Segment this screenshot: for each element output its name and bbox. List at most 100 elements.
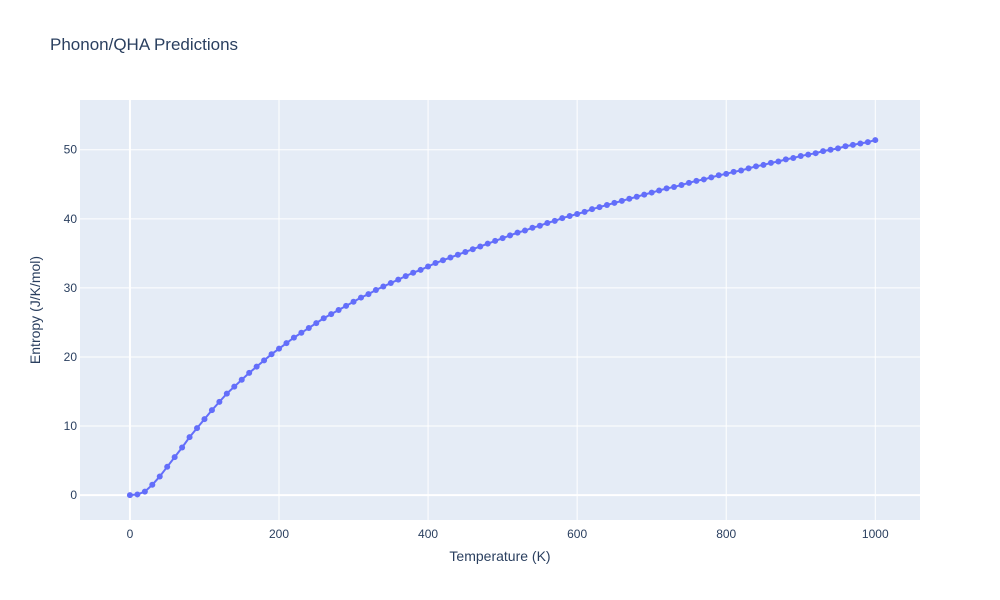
data-point[interactable] <box>253 363 260 370</box>
data-point[interactable] <box>812 150 819 157</box>
data-point[interactable] <box>223 390 230 397</box>
data-point[interactable] <box>775 158 782 165</box>
data-point[interactable] <box>693 177 700 184</box>
data-point[interactable] <box>484 240 491 247</box>
data-point[interactable] <box>395 276 402 283</box>
data-point[interactable] <box>447 254 454 261</box>
data-point[interactable] <box>402 273 409 280</box>
data-point[interactable] <box>350 298 357 305</box>
data-point[interactable] <box>380 283 387 290</box>
data-point[interactable] <box>134 491 141 498</box>
data-point[interactable] <box>805 151 812 158</box>
data-point[interactable] <box>671 184 678 191</box>
data-point[interactable] <box>678 181 685 188</box>
data-point[interactable] <box>171 454 178 461</box>
data-point[interactable] <box>857 140 864 147</box>
data-point[interactable] <box>469 246 476 253</box>
data-point[interactable] <box>208 407 215 414</box>
data-point[interactable] <box>596 204 603 211</box>
data-point[interactable] <box>276 345 283 352</box>
data-point[interactable] <box>462 248 469 255</box>
data-point[interactable] <box>618 197 625 204</box>
data-point[interactable] <box>656 187 663 194</box>
data-point[interactable] <box>872 137 879 144</box>
data-point[interactable] <box>581 208 588 215</box>
data-point[interactable] <box>566 213 573 220</box>
data-point[interactable] <box>738 167 745 174</box>
data-point[interactable] <box>425 263 432 270</box>
data-point[interactable] <box>141 488 148 495</box>
data-point[interactable] <box>238 376 245 383</box>
data-point[interactable] <box>574 210 581 217</box>
data-point[interactable] <box>320 315 327 322</box>
data-point[interactable] <box>849 141 856 148</box>
data-point[interactable] <box>760 161 767 168</box>
data-point[interactable] <box>820 148 827 155</box>
data-point[interactable] <box>372 286 379 293</box>
data-point[interactable] <box>551 217 558 224</box>
data-point[interactable] <box>536 222 543 229</box>
data-point[interactable] <box>268 351 275 358</box>
data-point[interactable] <box>290 334 297 341</box>
data-point[interactable] <box>641 191 648 198</box>
data-point[interactable] <box>782 156 789 163</box>
data-point[interactable] <box>246 369 253 376</box>
data-point[interactable] <box>313 320 320 327</box>
data-point[interactable] <box>521 227 528 234</box>
data-point[interactable] <box>529 224 536 231</box>
data-point[interactable] <box>261 357 268 364</box>
data-point[interactable] <box>365 291 372 298</box>
data-point[interactable] <box>708 174 715 181</box>
data-point[interactable] <box>514 229 521 236</box>
data-point[interactable] <box>633 193 640 200</box>
data-point[interactable] <box>790 155 797 162</box>
data-point[interactable] <box>417 266 424 273</box>
data-point[interactable] <box>201 416 208 423</box>
data-point[interactable] <box>544 219 551 226</box>
data-point[interactable] <box>753 163 760 170</box>
data-point[interactable] <box>700 176 707 183</box>
data-point[interactable] <box>715 172 722 179</box>
data-point[interactable] <box>611 199 618 206</box>
data-point[interactable] <box>357 294 364 301</box>
data-point[interactable] <box>745 165 752 172</box>
data-point[interactable] <box>492 237 499 244</box>
data-point[interactable] <box>626 195 633 202</box>
data-point[interactable] <box>335 307 342 313</box>
data-point[interactable] <box>864 139 871 146</box>
data-point[interactable] <box>164 463 171 470</box>
data-point[interactable] <box>194 425 201 432</box>
data-point[interactable] <box>283 340 290 347</box>
data-point[interactable] <box>663 185 670 192</box>
data-point[interactable] <box>827 146 834 153</box>
data-point[interactable] <box>507 232 514 239</box>
data-point[interactable] <box>231 383 238 390</box>
data-point[interactable] <box>835 145 842 152</box>
data-point[interactable] <box>126 492 133 499</box>
data-point[interactable] <box>298 329 305 336</box>
data-point[interactable] <box>589 206 596 213</box>
data-point[interactable] <box>499 235 506 242</box>
data-point[interactable] <box>305 324 312 331</box>
data-point[interactable] <box>186 434 193 441</box>
data-point[interactable] <box>439 257 446 264</box>
data-point[interactable] <box>797 152 804 159</box>
data-point[interactable] <box>477 243 484 250</box>
data-point[interactable] <box>149 481 156 488</box>
data-point[interactable] <box>179 444 186 451</box>
data-point[interactable] <box>432 260 439 267</box>
data-point[interactable] <box>156 473 163 480</box>
data-point[interactable] <box>559 215 566 222</box>
data-point[interactable] <box>685 179 692 186</box>
data-point[interactable] <box>730 168 737 175</box>
data-point[interactable] <box>410 269 417 276</box>
data-point[interactable] <box>723 170 730 177</box>
data-point[interactable] <box>603 202 610 208</box>
data-point[interactable] <box>343 302 350 309</box>
data-point[interactable] <box>842 143 849 150</box>
data-point[interactable] <box>648 189 655 196</box>
data-point[interactable] <box>216 398 223 405</box>
data-point[interactable] <box>328 311 335 318</box>
data-point[interactable] <box>454 251 461 258</box>
data-point[interactable] <box>387 280 394 287</box>
